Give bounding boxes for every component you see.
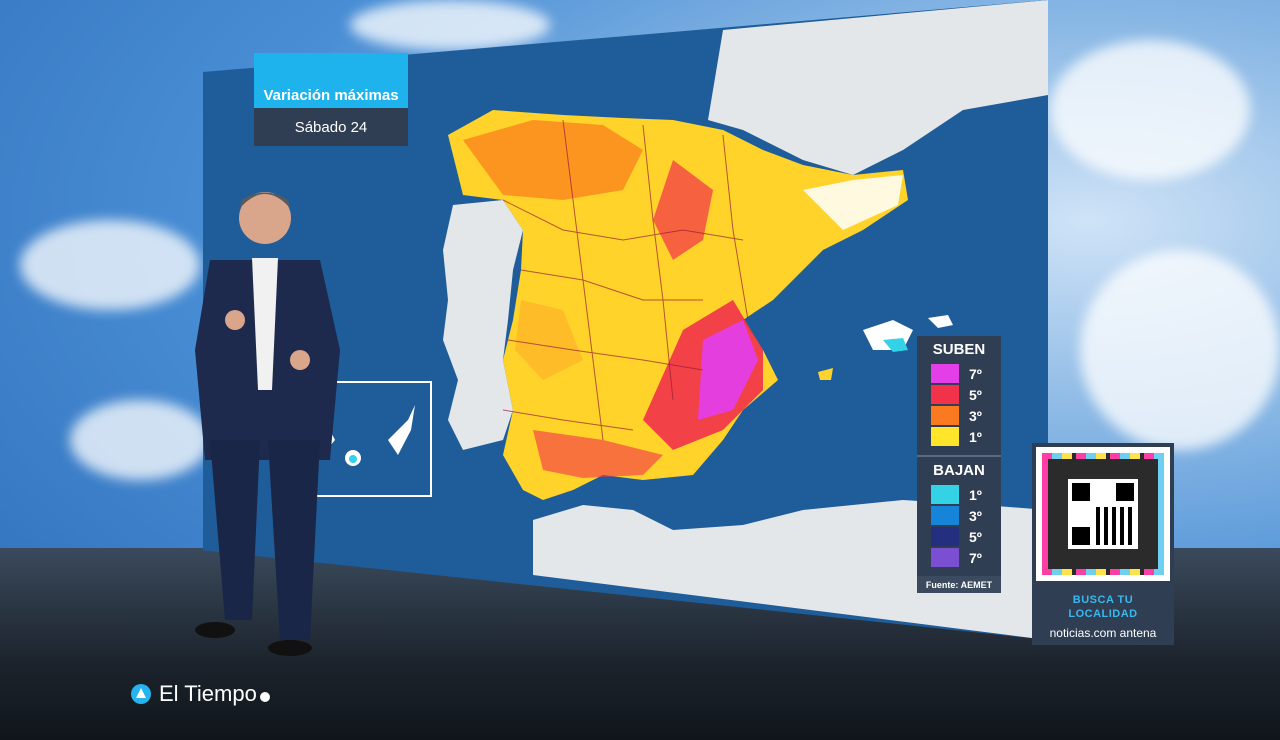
legend-down-title: BAJAN (917, 455, 1001, 484)
legend-label: 1º (969, 428, 982, 445)
legend-label: 5º (969, 528, 982, 545)
legend-down-row: 7º (917, 547, 1001, 568)
map-date: Sábado 24 (254, 108, 408, 146)
legend-label: 5º (969, 386, 982, 403)
legend-down-row: 1º (917, 484, 1001, 505)
legend-swatch (931, 506, 959, 525)
legend-swatch (931, 548, 959, 567)
presenter-figure (195, 192, 340, 656)
qr-caption: BUSCA TU LOCALIDAD (1032, 593, 1174, 621)
legend-down-row: 5º (917, 526, 1001, 547)
legend-up-row: 3º (917, 405, 1001, 426)
legend-swatch (931, 485, 959, 504)
qr-code-icon[interactable] (1068, 479, 1138, 549)
brand-name: El Tiempo (159, 681, 257, 706)
temperature-legend: SUBEN 7º 5º 3º 1º BAJAN 1º 3º 5º 7º Fuen… (917, 336, 1001, 593)
legend-up-row: 1º (917, 426, 1001, 447)
qr-url: noticias.com antena (1049, 626, 1157, 640)
legend-up-row: 7º (917, 363, 1001, 384)
qr-caption-line2: LOCALIDAD (1068, 608, 1138, 620)
legend-label: 1º (969, 486, 982, 503)
legend-swatch (931, 427, 959, 446)
qr-code-frame (1036, 447, 1170, 581)
antena3-logo-icon (131, 684, 151, 704)
legend-swatch (931, 527, 959, 546)
legend-label: 3º (969, 507, 982, 524)
legend-down-row: 3º (917, 505, 1001, 526)
qr-caption-line1: BUSCA TU (1072, 594, 1134, 606)
brand-logo: El Tiempo (131, 681, 270, 707)
brand-dot-icon (259, 692, 270, 702)
legend-label: 7º (969, 549, 982, 566)
legend-label: 7º (969, 365, 982, 382)
legend-swatch (931, 364, 959, 383)
legend-swatch (931, 406, 959, 425)
legend-up-row: 5º (917, 384, 1001, 405)
legend-up-title: SUBEN (932, 341, 986, 358)
qr-card[interactable]: BUSCA TU LOCALIDAD noticias.com antena (1032, 443, 1174, 645)
legend-swatch (931, 385, 959, 404)
legend-source: Fuente: AEMET (917, 576, 1001, 593)
map-title: Variación máximas (263, 87, 399, 104)
legend-label: 3º (969, 407, 982, 424)
